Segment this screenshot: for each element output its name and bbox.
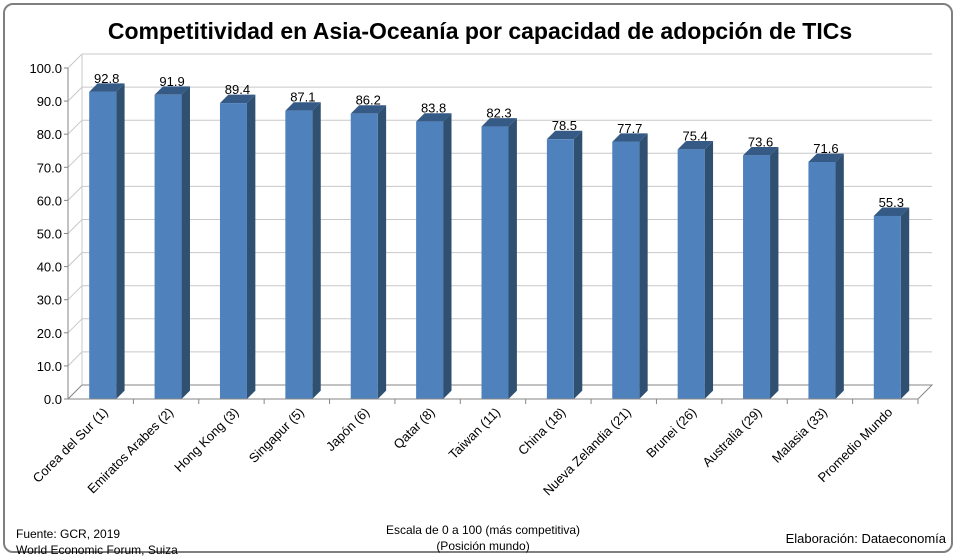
category-label: Brunei (26) bbox=[643, 405, 699, 461]
bar-side bbox=[573, 130, 583, 399]
gridline-depth bbox=[67, 119, 83, 135]
gridline-depth bbox=[67, 53, 83, 69]
gridline-depth bbox=[67, 252, 83, 267]
category-label: Hong Kong (3) bbox=[171, 405, 241, 475]
bar-side bbox=[900, 207, 910, 399]
bar-top bbox=[873, 207, 910, 216]
bar-side bbox=[704, 141, 714, 399]
gridline-depth bbox=[67, 318, 83, 334]
source-line-2: World Economic Forum, Suiza bbox=[16, 543, 178, 557]
bar-side bbox=[116, 83, 125, 399]
source-note: Fuente: GCR, 2019 World Economic Forum, … bbox=[16, 526, 178, 558]
bar-side bbox=[443, 113, 452, 400]
bar bbox=[416, 121, 444, 399]
y-tick-label: 10.0 bbox=[37, 359, 62, 374]
y-tick-label: 40.0 bbox=[37, 260, 62, 275]
gridline-depth bbox=[67, 186, 83, 201]
bar bbox=[612, 141, 640, 400]
bar bbox=[743, 155, 771, 399]
gridline-depth bbox=[67, 86, 83, 102]
scale-line-1: Escala de 0 a 100 (más competitiva) bbox=[385, 523, 581, 537]
data-label: 78.5 bbox=[552, 118, 577, 133]
bar-side bbox=[770, 146, 779, 399]
chart-title: Competitividad en Asia-Oceanía por capac… bbox=[107, 18, 853, 44]
gridline-depth bbox=[67, 351, 83, 367]
data-label: 71.6 bbox=[813, 141, 838, 156]
bar-top bbox=[677, 141, 714, 150]
bar bbox=[285, 110, 313, 399]
bar-top bbox=[154, 86, 190, 95]
data-label: 55.3 bbox=[879, 195, 904, 210]
category-label: Malasia (33) bbox=[769, 405, 830, 466]
bar-side bbox=[312, 102, 321, 399]
credit-note: Elaboración: Dataeconomía bbox=[785, 531, 946, 546]
scale-line-2: (Posición mundo) bbox=[436, 539, 530, 553]
bar-side bbox=[835, 153, 844, 399]
y-tick-label: 90.0 bbox=[37, 94, 62, 109]
data-label: 89.4 bbox=[225, 82, 250, 97]
y-tick-label: 60.0 bbox=[37, 193, 62, 208]
data-label: 87.1 bbox=[290, 90, 315, 105]
bar-top bbox=[481, 118, 517, 127]
bar-top bbox=[416, 113, 452, 122]
bar bbox=[350, 113, 378, 399]
bar-top bbox=[612, 133, 648, 142]
bar-side bbox=[246, 94, 256, 399]
data-label: 83.8 bbox=[421, 101, 446, 116]
data-label: 82.3 bbox=[486, 106, 511, 121]
bar-side bbox=[639, 133, 648, 399]
bar-top bbox=[219, 94, 256, 104]
category-label: Japón (6) bbox=[323, 405, 372, 454]
gridline-depth bbox=[67, 152, 83, 168]
y-tick-label: 30.0 bbox=[37, 293, 62, 308]
data-label: 91.9 bbox=[159, 74, 184, 89]
data-label: 73.6 bbox=[748, 134, 773, 149]
bar-top bbox=[350, 105, 387, 114]
category-label: Qatar (8) bbox=[390, 405, 437, 452]
bar bbox=[873, 215, 901, 399]
data-label: 86.2 bbox=[356, 93, 381, 108]
bar-top bbox=[89, 83, 125, 92]
bar-top bbox=[743, 146, 779, 156]
bar bbox=[219, 103, 247, 399]
bar bbox=[481, 126, 509, 399]
y-tick-label: 70.0 bbox=[37, 160, 62, 175]
bar-top bbox=[285, 102, 321, 111]
bar-side bbox=[377, 105, 387, 399]
category-label: Australia (29) bbox=[699, 405, 764, 470]
y-tick-label: 20.0 bbox=[37, 326, 62, 341]
gridline-depth bbox=[67, 285, 83, 301]
data-label: 92.8 bbox=[94, 71, 119, 86]
category-label: Taiwan (11) bbox=[446, 405, 503, 462]
y-tick-label: 80.0 bbox=[37, 127, 62, 142]
bar-top bbox=[808, 153, 844, 163]
bar bbox=[808, 162, 836, 399]
bar bbox=[677, 149, 705, 399]
bar-side bbox=[508, 118, 517, 399]
scale-note: Escala de 0 a 100 (más competitiva) (Pos… bbox=[330, 522, 636, 554]
category-label: Singapur (5) bbox=[246, 405, 307, 466]
bar-side bbox=[181, 86, 190, 399]
data-label: 77.7 bbox=[617, 121, 642, 136]
y-tick-label: 0.0 bbox=[44, 392, 62, 407]
bar bbox=[89, 91, 117, 399]
y-tick-label: 50.0 bbox=[37, 227, 62, 242]
bar bbox=[154, 94, 182, 399]
bar bbox=[546, 139, 574, 400]
data-label: 75.4 bbox=[682, 128, 707, 143]
bar-top bbox=[546, 130, 583, 140]
source-line-1: Fuente: GCR, 2019 bbox=[16, 527, 121, 541]
category-label: China (18) bbox=[515, 405, 569, 459]
gridline-depth bbox=[67, 219, 83, 234]
y-tick-label: 100.0 bbox=[29, 61, 62, 76]
